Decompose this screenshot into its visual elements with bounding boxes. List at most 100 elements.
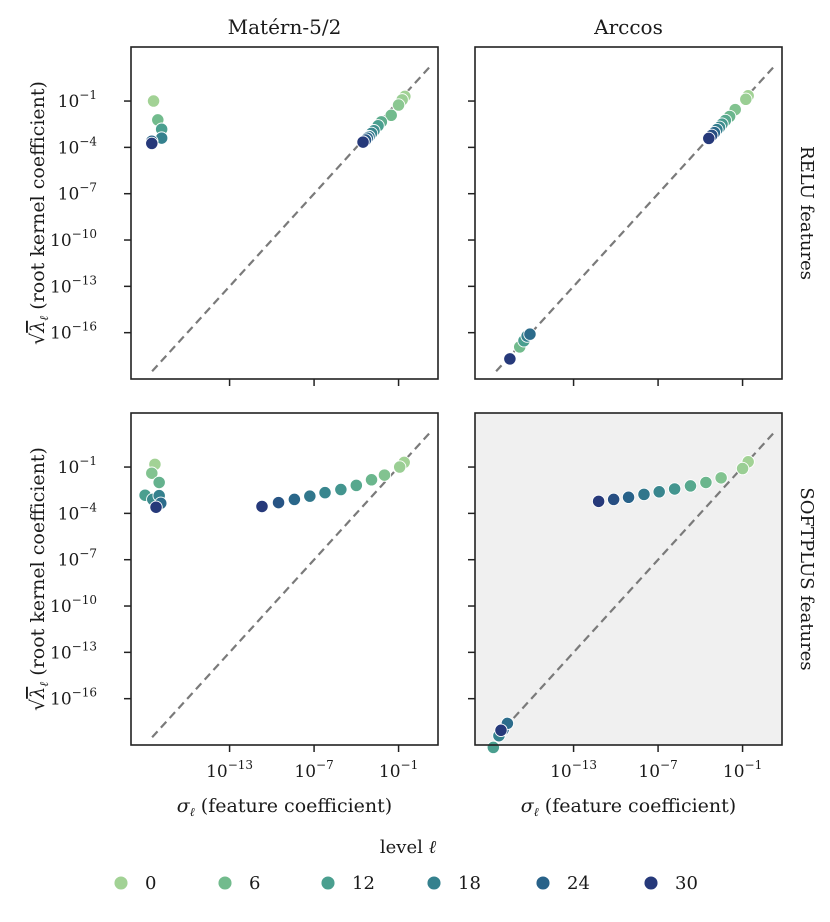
y-tick-exponent: −16 — [72, 686, 97, 700]
y-axis-text: (root kernel coefficient) — [27, 81, 49, 316]
y-tick-label: 10−13 — [50, 273, 97, 297]
y-tick-exponent: −10 — [72, 593, 97, 607]
x-tick-label: 10−13 — [550, 758, 597, 782]
panel-3: 10−13 10−7 10−1σℓ (feature coefficient)SOF… — [468, 412, 817, 819]
column-title: Arccos — [593, 15, 663, 39]
x-tick-exponent: −1 — [745, 758, 763, 772]
y-axis-symbol: λ — [27, 321, 49, 334]
x-tick-exponent: −7 — [316, 758, 334, 772]
y-tick-base: 10 — [58, 551, 80, 571]
panel-frame — [474, 46, 783, 380]
y-axis-symbol: λ — [27, 687, 49, 700]
legend-title-symbol: ℓ — [429, 837, 437, 858]
panel-frame — [130, 412, 439, 746]
y-tick-label: 10−16 — [50, 320, 97, 344]
y-tick-label: 10−1 — [58, 454, 97, 478]
diagonal-reference-line — [495, 432, 775, 739]
legend-item-level-30: 30 — [643, 873, 698, 894]
x-tick-label: 10−1 — [723, 758, 762, 782]
legend-label: 24 — [567, 873, 590, 894]
legend-title: level ℓ — [380, 837, 437, 858]
x-tick-base: 10 — [206, 762, 228, 782]
data-point-level-30 — [356, 135, 370, 149]
x-axis-text: (feature coefficient) — [539, 795, 736, 817]
x-axis-label: σℓ (feature coefficient) — [177, 795, 392, 819]
panel-frame — [130, 46, 439, 380]
y-axis-subscript: ℓ — [37, 682, 51, 687]
legend-label: 18 — [458, 873, 481, 894]
x-axis-subscript: ℓ — [190, 805, 195, 819]
y-tick-base: 10 — [50, 643, 72, 663]
data-point-level-17 — [318, 485, 332, 500]
panel-background — [475, 413, 782, 745]
data-point-level-4 — [714, 471, 728, 485]
legend-label: 30 — [675, 873, 698, 894]
y-tick-label: 10−4 — [58, 500, 98, 524]
row-title: SOFTPLUS features — [796, 487, 817, 670]
x-tick-exponent: −13 — [228, 758, 253, 772]
y-tick-base: 10 — [58, 138, 80, 158]
panel-frame — [474, 412, 783, 746]
y-tick-base: 10 — [58, 92, 80, 112]
y-tick-label: 10−7 — [58, 181, 97, 205]
x-axis-subscript: ℓ — [534, 805, 539, 819]
y-tick-label: 10−13 — [50, 639, 97, 663]
data-point-level-22 — [523, 327, 537, 341]
y-tick-base: 10 — [58, 185, 80, 205]
data-point-level-7 — [364, 473, 379, 487]
x-tick-base: 10 — [379, 762, 401, 782]
x-tick-label: 10−7 — [638, 758, 677, 782]
x-tick-exponent: −13 — [572, 758, 597, 772]
y-tick-exponent: −1 — [79, 454, 97, 468]
data-point-level-8 — [152, 475, 166, 490]
legend-title-text: level — [380, 837, 429, 858]
data-point-level-3 — [391, 98, 406, 112]
legend-item-level-6: 6 — [217, 873, 260, 894]
panel-background — [475, 47, 782, 379]
panel-2: 10−13 10−7 10−110−110−410−710−1010−1310−16… — [27, 412, 439, 819]
panel-background — [131, 413, 438, 745]
data-point-level-30 — [591, 494, 606, 509]
x-tick-label: 10−1 — [379, 758, 418, 782]
y-tick-base: 10 — [58, 458, 80, 478]
data-point-level-30 — [702, 131, 716, 146]
data-point-level-12 — [486, 740, 500, 755]
data-point-level-30 — [503, 352, 517, 366]
data-point-level-24 — [621, 490, 636, 504]
x-axis-symbol: σ — [177, 795, 191, 817]
y-tick-exponent: −7 — [79, 547, 97, 561]
data-point-level-20 — [637, 487, 651, 502]
data-point-level-10 — [683, 479, 698, 493]
data-point-level-6 — [384, 108, 398, 122]
legend-label: 0 — [145, 873, 156, 894]
legend-marker — [643, 875, 659, 891]
legend-marker — [535, 875, 551, 891]
y-tick-base: 10 — [50, 231, 72, 251]
data-point-level-4 — [145, 466, 159, 480]
legend-marker — [113, 875, 129, 891]
column-title: Matérn-5/2 — [228, 15, 342, 39]
data-point-level-30 — [255, 499, 269, 514]
data-point-level-26 — [271, 495, 286, 510]
data-point-level-17 — [652, 485, 666, 499]
y-tick-label: 10−10 — [50, 593, 97, 617]
y-axis-label: √λℓ (root kernel coefficient) — [27, 447, 51, 711]
y-tick-exponent: −1 — [79, 88, 97, 102]
x-tick-base: 10 — [294, 762, 316, 782]
legend-item-level-18: 18 — [426, 873, 481, 894]
data-point-level-7 — [699, 475, 713, 490]
data-point-level-0 — [146, 94, 161, 108]
y-tick-exponent: −4 — [79, 500, 97, 514]
x-axis-label: σℓ (feature coefficient) — [521, 795, 736, 819]
legend-marker — [426, 875, 442, 891]
data-point-level-27 — [606, 492, 621, 507]
row-title: RELU features — [796, 146, 817, 280]
data-point-level-23 — [287, 492, 302, 507]
x-tick-base: 10 — [638, 762, 660, 782]
y-tick-exponent: −13 — [72, 639, 97, 653]
y-tick-base: 10 — [50, 690, 72, 710]
y-tick-exponent: −4 — [79, 134, 97, 148]
y-tick-label: 10−16 — [50, 686, 97, 710]
